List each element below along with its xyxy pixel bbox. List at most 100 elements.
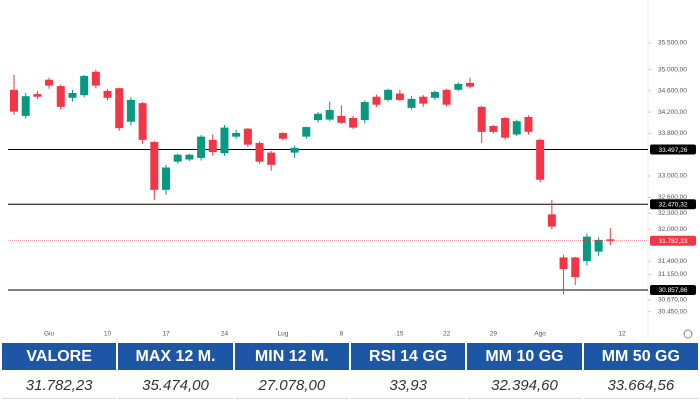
candle-body xyxy=(185,154,194,160)
candle-body xyxy=(21,96,30,116)
candle-body xyxy=(442,89,451,105)
level-label-box xyxy=(650,144,696,155)
candle-body xyxy=(606,239,615,241)
x-tick-label: Lug xyxy=(277,331,288,338)
header-cell: MM 10 GG xyxy=(467,343,582,370)
value-cell: 27.078,00 xyxy=(234,372,349,399)
y-tick-label: 34.600,00 xyxy=(658,88,687,95)
header-cell: MM 50 GG xyxy=(583,343,698,370)
table-header: VALORE MAX 12 M. MIN 12 M. RSI 14 GG MM … xyxy=(2,343,698,370)
candle-body xyxy=(162,167,170,190)
candle-body xyxy=(103,90,112,98)
value-cell: 32.394,60 xyxy=(467,372,582,399)
candle-body xyxy=(501,118,510,138)
y-tick-label: 32.600,00 xyxy=(658,194,687,201)
y-tick-label: 35.500,00 xyxy=(658,40,687,47)
candle-body xyxy=(512,121,521,135)
candle-body xyxy=(430,91,439,98)
candle-body xyxy=(33,94,42,97)
header-cell: VALORE xyxy=(2,343,117,370)
y-tick-label: 32.000,00 xyxy=(658,226,687,233)
candle-body xyxy=(208,139,217,153)
candle-body xyxy=(547,214,556,227)
y-tick-label: 31.150,00 xyxy=(658,271,687,278)
y-tick-label: 32.300,00 xyxy=(658,210,687,217)
y-tick-label: 30.450,00 xyxy=(658,308,687,315)
level-label: 32.470,32 xyxy=(659,201,688,208)
candle-body xyxy=(466,82,474,87)
level-label: 33.497,26 xyxy=(659,147,688,154)
candle-body xyxy=(115,88,124,129)
y-tick-label: 34.200,00 xyxy=(658,109,687,116)
candle-body xyxy=(126,99,135,122)
candle-body xyxy=(337,115,346,123)
candle-body xyxy=(489,125,498,132)
chart-background xyxy=(0,0,700,341)
candle-body xyxy=(395,93,404,100)
value-cell: 35.474,00 xyxy=(118,372,233,399)
value-cell: 31.782,23 xyxy=(2,372,117,399)
level-label: 30.857,86 xyxy=(659,287,688,294)
candle-body xyxy=(45,79,54,86)
x-tick-label: 8 xyxy=(340,331,344,338)
x-tick-label: 10 xyxy=(104,331,112,338)
candle-body xyxy=(173,154,182,162)
stats-table: VALORE MAX 12 M. MIN 12 M. RSI 14 GG MM … xyxy=(0,341,700,401)
candle-body xyxy=(150,141,159,190)
candle-body xyxy=(56,86,65,107)
x-tick-label: 12 xyxy=(618,331,626,338)
candle-body xyxy=(255,143,264,162)
candle-body xyxy=(559,257,568,270)
candle-body xyxy=(68,93,77,98)
candle-body xyxy=(314,113,322,121)
last-price-label: 31.782,23 xyxy=(659,238,688,245)
candle-body xyxy=(232,132,241,137)
y-tick-label: 33.000,00 xyxy=(658,173,687,180)
header-cell: MIN 12 M. xyxy=(234,343,349,370)
candle-body xyxy=(197,136,206,158)
candle-body xyxy=(419,96,428,104)
candle-body xyxy=(407,98,416,108)
candle-body xyxy=(594,239,603,252)
candle-body xyxy=(302,127,311,137)
value-cell: 33,93 xyxy=(350,372,466,399)
candle-body xyxy=(243,128,252,145)
x-tick-label: 29 xyxy=(490,331,498,338)
candle-body xyxy=(278,132,287,139)
settings-icon[interactable] xyxy=(683,329,693,339)
candle-body xyxy=(536,139,545,180)
candle-body xyxy=(91,71,100,86)
candle-body xyxy=(349,118,358,128)
level-label-box xyxy=(650,284,696,295)
candle-body xyxy=(454,83,463,90)
y-tick-label: 30.670,00 xyxy=(658,297,687,304)
candle-body xyxy=(10,89,18,112)
x-tick-label: 24 xyxy=(221,331,229,338)
chart: 35.500,00 35.000,00 34.600,00 34.200,00 33.8… xyxy=(0,0,700,341)
candle-body xyxy=(372,96,381,105)
candle-body xyxy=(477,106,486,132)
candle-body xyxy=(220,127,229,154)
candle-body xyxy=(360,102,369,121)
y-tick-label: 33.800,00 xyxy=(658,130,687,137)
x-tick-label: Ago xyxy=(534,331,546,338)
y-tick-label: 35.000,00 xyxy=(658,66,687,73)
header-cell: MAX 12 M. xyxy=(118,343,233,370)
candle-body xyxy=(80,75,89,96)
candle-body xyxy=(571,257,580,278)
x-tick-label: 15 xyxy=(396,331,404,338)
x-tick-label: 22 xyxy=(443,331,451,338)
y-tick-label: 31.400,00 xyxy=(658,258,687,265)
candle-body xyxy=(384,89,393,100)
candle-body xyxy=(267,152,276,165)
level-label-box xyxy=(650,199,696,210)
candle-body xyxy=(582,236,591,262)
x-tick-label: 17 xyxy=(162,331,170,338)
x-tick-label: Giu xyxy=(44,331,55,338)
candle-body xyxy=(325,110,334,120)
value-cell: 33.664,56 xyxy=(583,372,698,399)
candle-body xyxy=(138,103,147,140)
candle-body xyxy=(290,147,299,153)
last-price-box xyxy=(650,235,696,246)
